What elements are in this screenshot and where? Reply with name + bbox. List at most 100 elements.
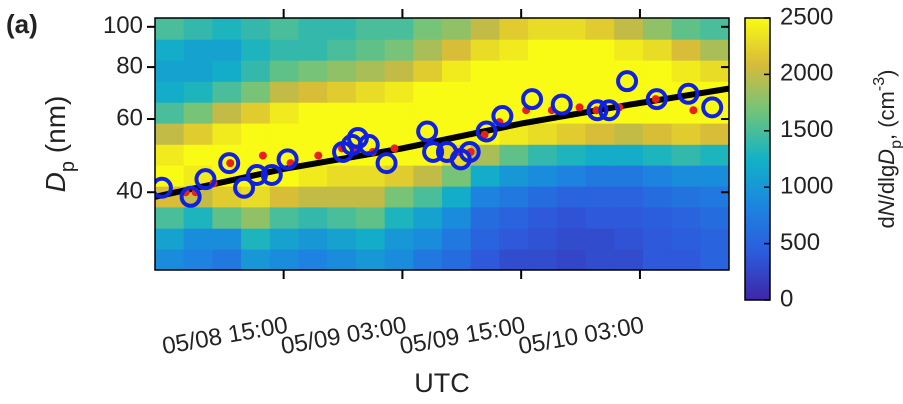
heatmap-cell: [413, 102, 443, 124]
heatmap-cell: [470, 18, 500, 40]
heatmap-cell: [442, 18, 472, 40]
heatmap-cell: [155, 60, 185, 82]
marker-circle: [586, 99, 609, 122]
heatmap-cell: [614, 206, 644, 229]
heatmap-cell: [384, 18, 414, 40]
heatmap-cell: [556, 39, 587, 61]
heatmap-cell: [671, 165, 701, 187]
colorbar-label-part: /dlg: [874, 165, 899, 200]
overlay: [155, 70, 729, 208]
heatmap-cell: [183, 18, 213, 40]
marker-dot: [480, 130, 489, 139]
heatmap-cell: [442, 186, 472, 208]
heatmap-cell: [327, 249, 357, 270]
heatmap-cell: [241, 249, 271, 270]
marker-circle: [155, 176, 173, 199]
heatmap-cell: [155, 206, 185, 229]
heatmap-cell: [298, 18, 328, 40]
heatmap-cell: [269, 186, 300, 208]
heatmap-cell: [298, 122, 328, 145]
heatmap-cell: [413, 165, 443, 187]
heatmap-cell: [269, 206, 300, 229]
heatmap-cell: [556, 122, 587, 145]
marker-circle: [677, 82, 700, 105]
heatmap-cell: [384, 165, 414, 187]
heatmap-cell: [700, 39, 729, 61]
heatmap-cell: [671, 18, 701, 40]
heatmap-cell: [355, 39, 386, 61]
heatmap-cell: [614, 39, 644, 61]
heatmap-cell: [442, 81, 472, 103]
heatmap-cell: [671, 60, 701, 82]
marker-circle: [475, 120, 498, 143]
colorbar-label: dN/dlgDp, (cm-3): [871, 70, 903, 229]
heatmap-cell: [700, 165, 729, 187]
heatmap-cell: [269, 39, 300, 61]
heatmap-cell: [212, 206, 242, 229]
heatmap-cell: [614, 186, 644, 208]
heatmap-cell: [269, 81, 300, 103]
heatmap-cell: [556, 186, 587, 208]
heatmap-cell: [556, 60, 587, 82]
marker-circle: [491, 105, 514, 128]
heatmap-cell: [442, 60, 472, 82]
heatmap-cell: [183, 228, 213, 250]
heatmap-cell: [155, 165, 185, 187]
heatmap-cell: [355, 18, 386, 40]
heatmap-cell: [355, 186, 386, 208]
marker-circle: [357, 133, 380, 156]
heatmap-cell: [585, 228, 615, 250]
heatmap-cell: [528, 60, 558, 82]
heatmap-cell: [700, 228, 729, 250]
x-tick-label: 05/10 03:00: [517, 312, 647, 361]
heatmap-cell: [642, 122, 673, 145]
heatmap-cell: [384, 249, 414, 270]
heatmap-cell: [470, 249, 500, 270]
heatmap-cell: [470, 39, 500, 61]
heatmap-cell: [585, 165, 615, 187]
heatmap-cell: [671, 249, 701, 270]
heatmap-cell: [298, 228, 328, 250]
heatmap-cell: [499, 18, 529, 40]
plot-frame: [154, 17, 730, 271]
heatmap-cell: [298, 186, 328, 208]
heatmap-cell: [355, 102, 386, 124]
heatmap-cell: [470, 60, 500, 82]
colorbar-label-part: ): [874, 70, 899, 77]
marker-circle: [616, 70, 639, 93]
heatmap-cell: [212, 18, 242, 40]
heatmap-cell: [355, 228, 386, 250]
heatmap-cell: [212, 39, 242, 61]
heatmap-cell: [298, 60, 328, 82]
heatmap-cell: [671, 206, 701, 229]
colorbar-label-part: -3: [871, 77, 888, 91]
colorbar: [744, 17, 771, 301]
marker-circle: [233, 176, 256, 199]
marker-circle: [422, 140, 445, 163]
heatmap-cell: [642, 249, 673, 270]
heatmap-cell: [298, 39, 328, 61]
heatmap-cell: [183, 206, 213, 229]
heatmap-cell: [355, 206, 386, 229]
heatmap-cell: [528, 186, 558, 208]
heatmap-cell: [528, 122, 558, 145]
heatmap-cell: [355, 60, 386, 82]
heatmap-cell: [671, 102, 701, 124]
heatmap-cell: [528, 18, 558, 40]
heatmap-cell: [413, 206, 443, 229]
heatmap-cell: [413, 39, 443, 61]
heatmap-cell: [528, 39, 558, 61]
heatmap-cell: [700, 60, 729, 82]
heatmap-cell: [355, 165, 386, 187]
heatmap-cell: [269, 122, 300, 145]
heatmap-cell: [413, 81, 443, 103]
heatmap-cell: [700, 206, 729, 229]
heatmap-cell: [384, 102, 414, 124]
heatmap-cell: [442, 165, 472, 187]
marker-circle: [598, 99, 621, 122]
heatmap-cell: [155, 144, 185, 166]
heatmap-cell: [327, 39, 357, 61]
marker-circle: [245, 164, 268, 187]
heatmap-cell: [614, 144, 644, 166]
heatmap-cell: [442, 228, 472, 250]
